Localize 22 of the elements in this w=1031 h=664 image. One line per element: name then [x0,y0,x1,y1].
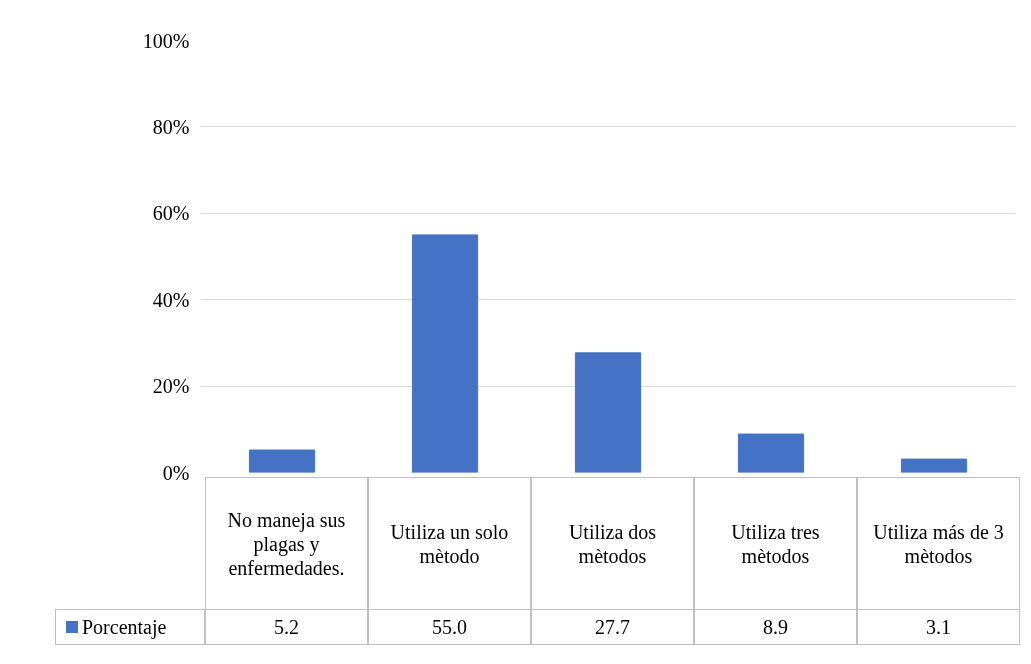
bar [248,449,316,473]
table-category: Utiliza más de 3 mètodos [857,477,1020,609]
y-tick-label: 40% [152,288,190,311]
bar [737,433,805,473]
y-tick-label: 100% [142,29,190,52]
table-category: Utiliza tres mètodos [694,477,857,609]
bar [574,352,642,473]
data-label: 55.0 [368,609,531,645]
data-label: 27.7 [531,609,694,645]
table-category: Utiliza un solo mètodo [368,477,531,609]
data-label: 3.1 [857,609,1020,645]
legend: Porcentaje [55,609,205,645]
y-tick-label: 20% [152,375,190,398]
y-tick-label: 80% [152,115,190,138]
data-label: 5.2 [205,609,368,645]
bar [900,458,968,473]
y-tick-label: 60% [152,202,190,225]
table-category: No maneja sus plagas y enfermedades. [205,477,368,609]
y-tick-label: 0% [162,461,190,484]
table-category: Utiliza dos mètodos [531,477,694,609]
bar [411,234,479,473]
data-label: 8.9 [694,609,857,645]
